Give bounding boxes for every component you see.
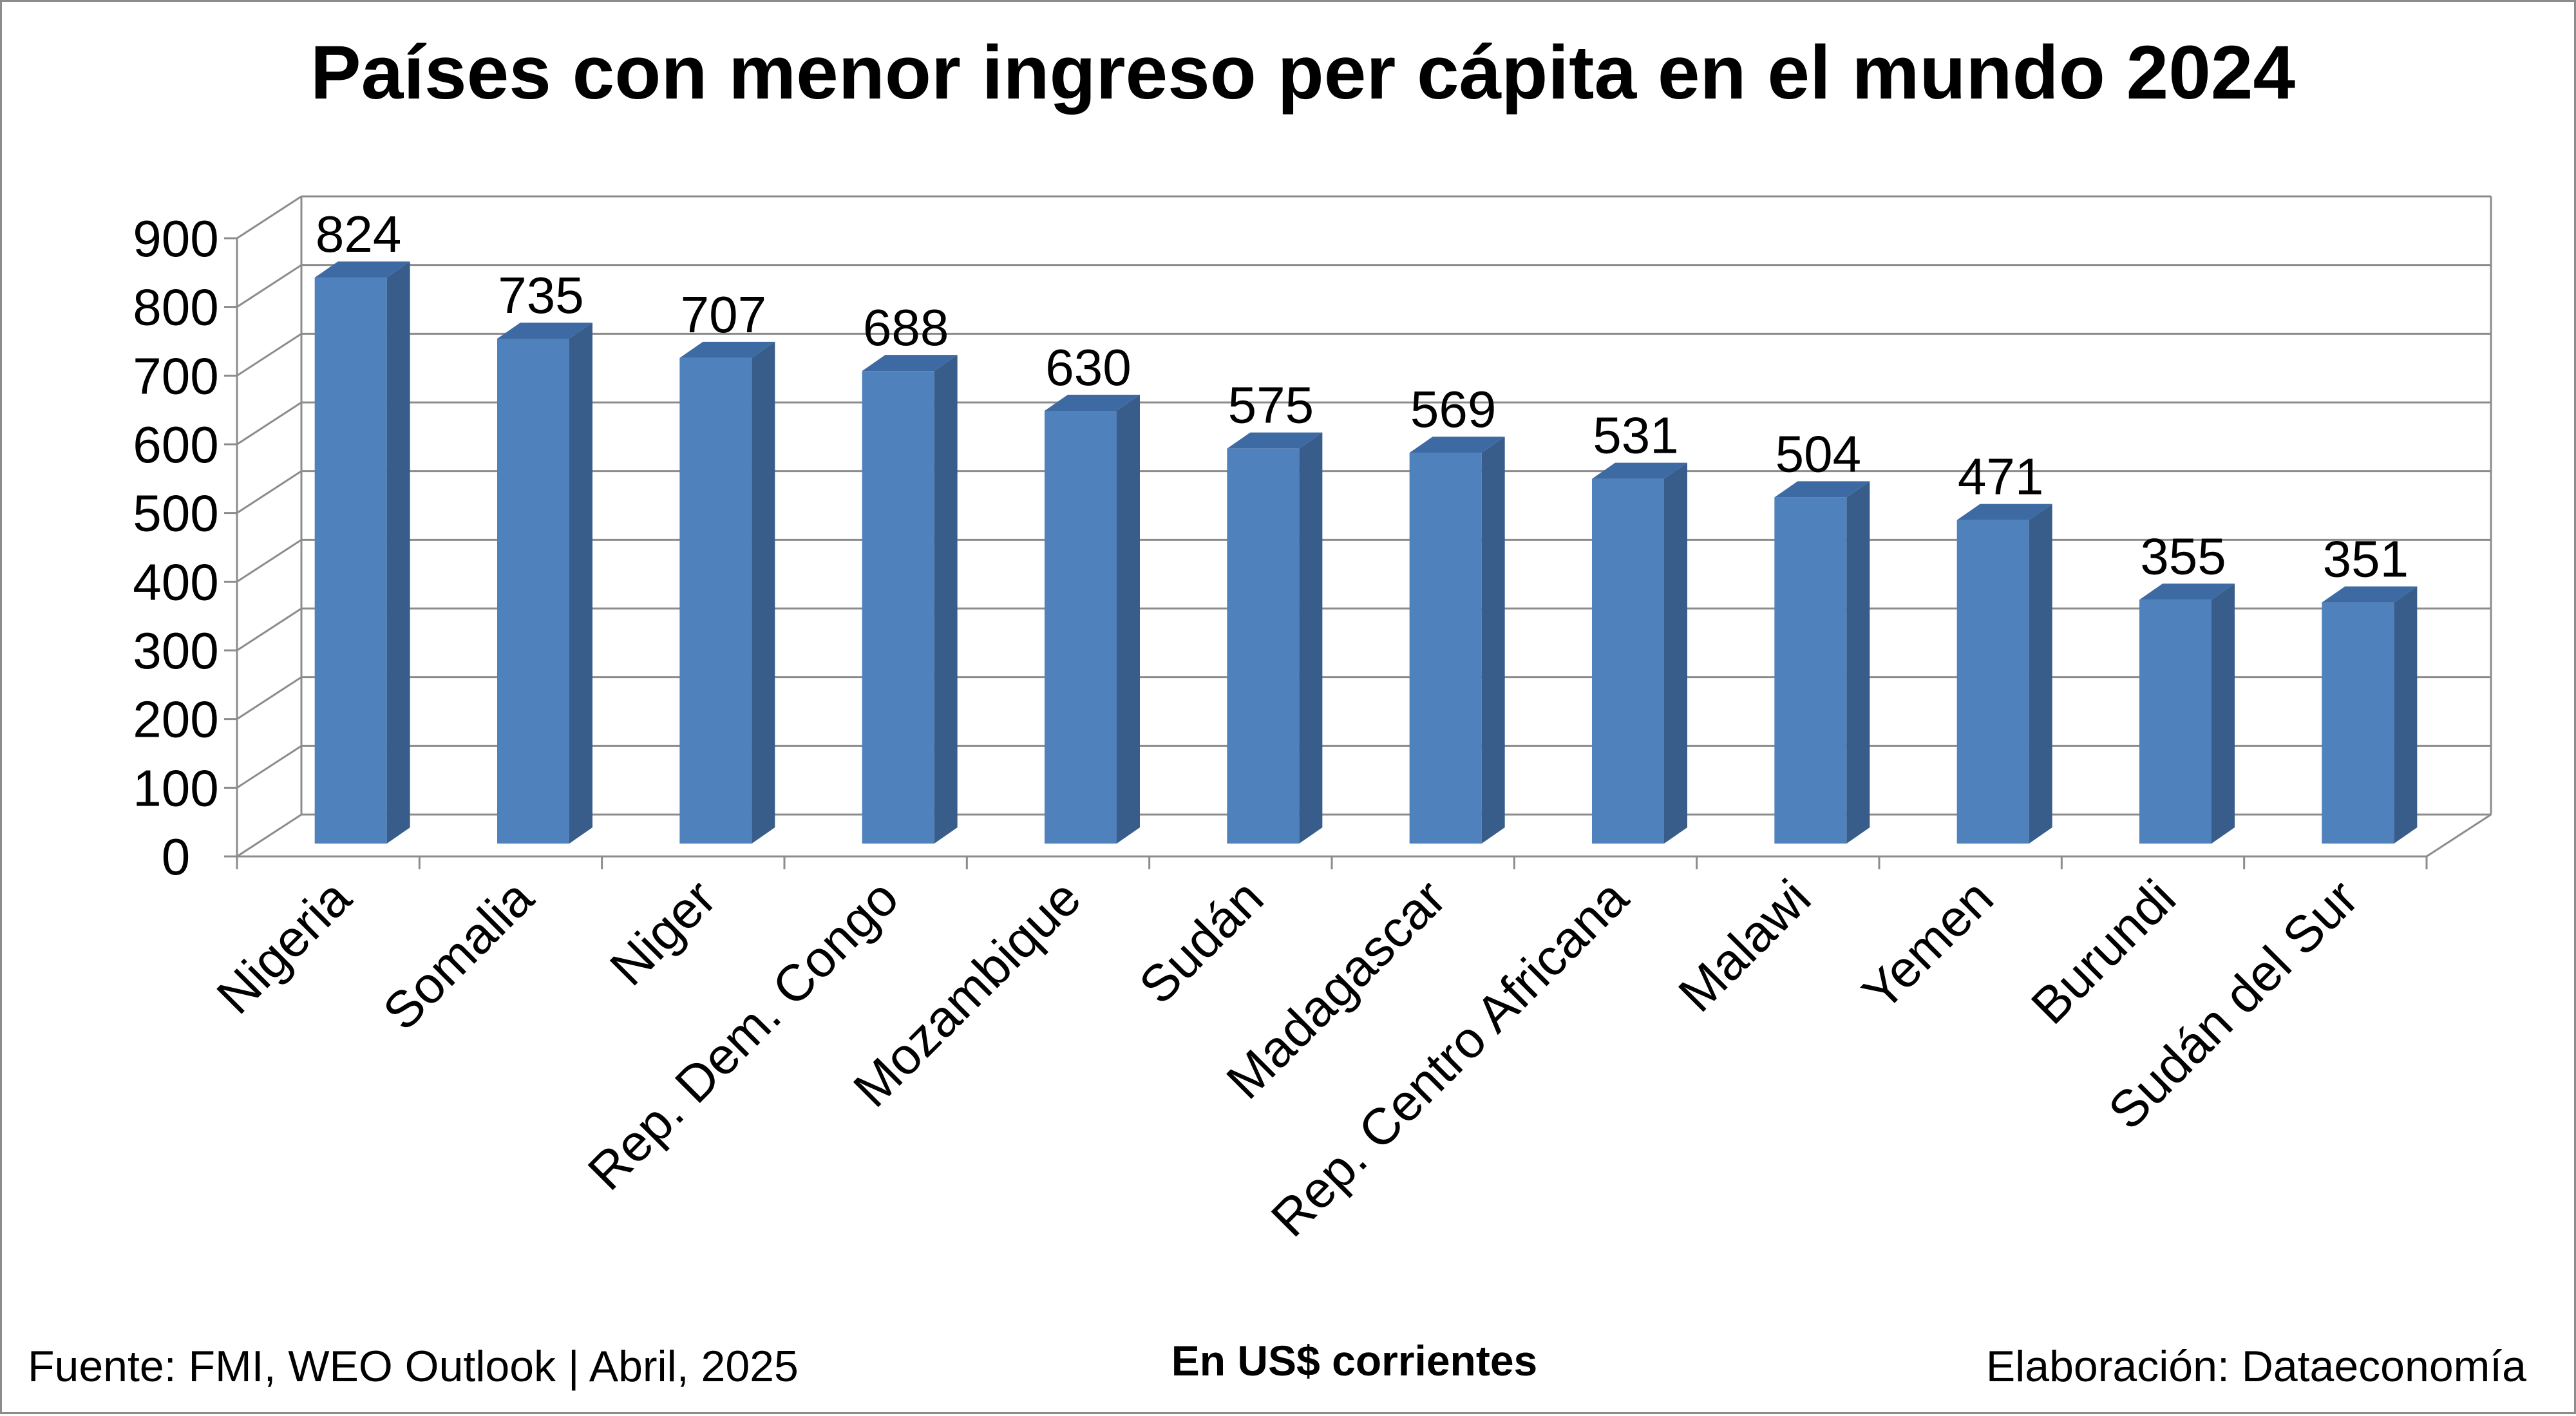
bar: [1045, 411, 1117, 844]
bar-side: [1846, 481, 1870, 844]
bar-top: [1956, 504, 2052, 520]
unit-note: En US$ corrientes: [1171, 1337, 1538, 1384]
bar-top: [1409, 437, 1505, 453]
y-axis: 0 100 200 300 400 500 600 700 800 900: [133, 210, 238, 885]
bar-top: [862, 355, 958, 372]
data-label: 630: [1045, 339, 1131, 396]
y-tick-label: 900: [133, 210, 218, 267]
floor-right-edge: [2426, 813, 2492, 858]
data-label: 531: [1593, 407, 1678, 464]
bar: [679, 357, 752, 844]
bar: [2322, 602, 2394, 844]
bar-top: [1592, 462, 1687, 479]
gridline-diagonal: [236, 607, 302, 652]
chart-title: Países con menor ingreso per cápita en e…: [310, 30, 2295, 115]
bar-top: [314, 261, 410, 278]
y-tick-label: 600: [133, 416, 218, 473]
bars: 824 735 707 688 630 575 569 531 504 471 355 351: [314, 205, 2418, 844]
bar-side: [569, 323, 592, 844]
gridline-diagonal: [236, 470, 302, 514]
x-tick-label: Yemen: [1852, 869, 2004, 1021]
data-label: 471: [1958, 448, 2043, 505]
x-tick-label: Sudán: [1128, 869, 1274, 1015]
bar-top: [1227, 432, 1323, 449]
bar: [1592, 478, 1664, 844]
bar: [497, 339, 569, 844]
bar: [1409, 453, 1482, 844]
bar-side: [1481, 437, 1505, 844]
bar: [1774, 497, 1847, 844]
data-label: 707: [681, 286, 766, 343]
source-note: Fuente: FMI, WEO Outlook | Abril, 2025: [28, 1342, 799, 1391]
data-label: 355: [2140, 527, 2226, 585]
x-tick-label: Rep. Dem. Congo: [577, 869, 909, 1201]
y-tick-label: 200: [133, 691, 218, 748]
y-tick-label: 800: [133, 279, 218, 336]
data-label: 824: [316, 205, 401, 263]
y-tick-label: 0: [162, 828, 191, 885]
bar-top: [2322, 586, 2418, 603]
bar-side: [934, 355, 958, 844]
gridline-diagonal: [236, 676, 302, 720]
y-tick-label: 700: [133, 347, 218, 404]
x-tick-label: Somalia: [372, 869, 545, 1041]
y-tick-label: 500: [133, 485, 218, 542]
x-tick-label: Rep. Centro Africana: [1260, 869, 1639, 1247]
x-tick-label: Burundi: [2020, 869, 2186, 1035]
bar-top: [497, 323, 592, 339]
data-label: 569: [1410, 381, 1496, 438]
bar: [314, 278, 387, 844]
bar-side: [1664, 462, 1687, 844]
bar-top: [1045, 395, 1140, 411]
bar-side: [2029, 504, 2052, 844]
gridline-diagonal: [236, 333, 302, 377]
bar: [1227, 448, 1300, 844]
bar-top: [1774, 481, 1870, 498]
y-tick-label: 300: [133, 622, 218, 679]
data-label: 504: [1776, 425, 1861, 482]
gridline-diagonal: [236, 195, 302, 240]
credit-note: Elaboración: Dataeconomía: [1986, 1342, 2526, 1391]
data-label: 575: [1228, 377, 1314, 434]
bar-top: [2139, 583, 2235, 600]
bar: [2139, 599, 2211, 844]
data-label: 351: [2323, 531, 2409, 588]
data-label: 735: [498, 267, 583, 324]
bar-side: [1299, 432, 1323, 844]
x-tick-label: Malawi: [1667, 869, 1821, 1023]
y-tick-label: 400: [133, 553, 218, 610]
bar-top: [679, 341, 775, 358]
bar-side: [752, 341, 775, 844]
gridline-diagonal: [236, 813, 302, 858]
x-tick-label: Nigeria: [206, 869, 362, 1024]
gridline-diagonal: [236, 264, 302, 308]
bar-side: [2394, 586, 2418, 844]
bar: [1956, 520, 2029, 844]
x-tick-label: Niger: [599, 869, 726, 996]
gridline-diagonal: [236, 539, 302, 583]
gridline-diagonal: [236, 745, 302, 789]
bar-side: [1117, 395, 1140, 844]
bar-side: [2211, 583, 2235, 844]
bar: [862, 371, 934, 844]
gridline-diagonal: [236, 401, 302, 446]
y-tick-label: 100: [133, 759, 218, 817]
bar-side: [386, 261, 410, 844]
data-label: 688: [863, 299, 949, 356]
